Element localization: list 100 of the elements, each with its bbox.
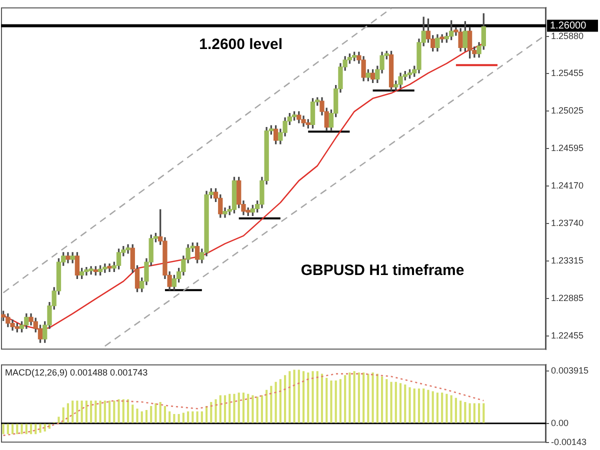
bar <box>432 391 434 423</box>
y-tick-label: 1.22455 <box>551 330 584 341</box>
bar <box>320 374 324 423</box>
bar <box>252 395 254 423</box>
bar <box>72 400 74 423</box>
bar <box>344 375 346 423</box>
chart-title: MACD(12,26,9) 0.001488 0.001743 <box>5 367 148 378</box>
bar <box>399 383 402 423</box>
bar <box>464 402 466 423</box>
bar <box>242 392 245 423</box>
bar <box>2 424 4 434</box>
y-tick-label: 0.003915 <box>551 365 589 376</box>
bar <box>132 404 134 423</box>
bar <box>173 414 176 423</box>
bar <box>330 380 332 423</box>
bar <box>404 384 406 423</box>
bar <box>145 410 148 423</box>
bar <box>293 370 296 423</box>
bar <box>316 371 318 423</box>
bar <box>284 375 286 423</box>
bar <box>136 408 138 423</box>
bar <box>12 424 14 434</box>
bar <box>233 394 236 423</box>
y-tick-label: 1.25880 <box>551 30 584 41</box>
bar <box>274 382 277 423</box>
bar <box>187 411 190 423</box>
bar <box>288 371 291 423</box>
bar <box>408 387 411 423</box>
bar <box>99 400 102 423</box>
bar <box>164 406 166 423</box>
bar <box>256 396 258 423</box>
bar <box>460 400 462 423</box>
bar <box>427 390 430 423</box>
bar <box>473 403 476 423</box>
bar <box>192 411 194 423</box>
y-tick-label: 1.25455 <box>551 68 584 78</box>
bar <box>353 371 356 423</box>
ref-line-label: 1.26000 <box>550 20 587 32</box>
bar <box>367 374 370 423</box>
bar <box>205 406 208 423</box>
bar <box>339 379 342 423</box>
bar <box>20 424 23 434</box>
y-tick-label: 1.24595 <box>551 143 584 154</box>
bar <box>104 400 106 423</box>
bar <box>418 388 420 423</box>
bar <box>90 400 92 423</box>
bar <box>454 398 457 423</box>
bar <box>62 407 64 423</box>
bar <box>200 411 203 423</box>
bar <box>16 424 18 434</box>
bar <box>307 372 310 423</box>
bar <box>76 400 78 423</box>
bar <box>154 403 157 423</box>
bar <box>326 378 328 423</box>
bar <box>44 424 46 432</box>
bar <box>94 400 97 423</box>
y-tick-label: 1.25025 <box>551 106 584 116</box>
bar <box>279 379 282 423</box>
bar <box>478 403 480 423</box>
bar <box>238 392 240 423</box>
bar <box>266 390 268 423</box>
bar <box>394 382 397 423</box>
bar <box>30 424 32 434</box>
bar <box>482 403 485 423</box>
y-tick-label: -0.00143 <box>551 437 587 448</box>
bar <box>196 411 198 423</box>
bar <box>168 411 171 423</box>
y-tick-label: 1.23740 <box>551 218 584 228</box>
bar <box>312 371 314 423</box>
bar <box>140 411 143 423</box>
bar <box>446 394 448 423</box>
bar <box>34 424 37 434</box>
y-tick-label: 1.22885 <box>551 292 584 303</box>
bar <box>376 374 378 423</box>
bar <box>118 399 120 423</box>
annotation: 1.2600 level <box>199 36 283 54</box>
bar <box>25 424 28 434</box>
bar <box>108 400 111 423</box>
bar <box>348 372 351 423</box>
bar <box>66 403 70 423</box>
bar <box>334 380 337 423</box>
bar <box>413 388 416 423</box>
bar <box>390 382 392 423</box>
annotation: GBPUSD H1 timeframe <box>300 262 464 280</box>
bar <box>386 379 388 423</box>
bar <box>182 412 184 423</box>
bar <box>247 394 250 423</box>
bar <box>302 371 305 423</box>
bar <box>159 402 162 423</box>
bar <box>150 406 152 423</box>
bar <box>219 395 222 423</box>
bar <box>422 388 425 423</box>
bar <box>270 386 272 423</box>
bar <box>441 392 444 423</box>
bar <box>80 400 83 423</box>
bar <box>358 372 360 423</box>
bar <box>362 372 365 423</box>
bar <box>436 392 438 423</box>
bar <box>178 414 180 423</box>
bar <box>85 400 88 423</box>
